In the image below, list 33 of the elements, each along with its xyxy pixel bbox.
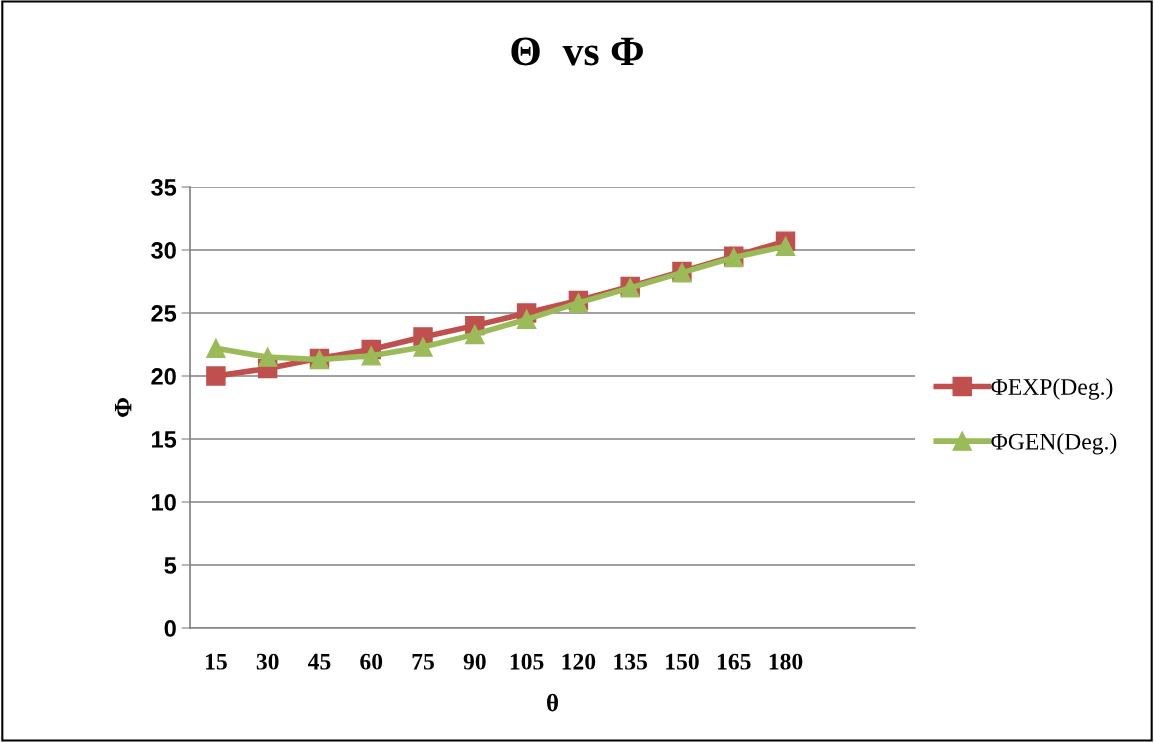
point (206, 338, 226, 359)
x-tick-label: 120 (562, 653, 596, 670)
point (465, 324, 485, 345)
point (257, 347, 278, 367)
x-tick-label: 150 (666, 653, 699, 670)
point (361, 346, 381, 366)
x-tick-label: 45 (307, 653, 331, 670)
y-tick-label: 0 (164, 620, 176, 637)
x-tick-label: 90 (463, 653, 486, 670)
y-tick-label: 20 (151, 368, 176, 385)
x-axis-title: θ (547, 693, 558, 712)
x-tick-label: 135 (614, 653, 648, 670)
legend-label: ΦEXP(Deg.) (991, 378, 1113, 400)
x-tick-label: 15 (205, 653, 227, 670)
x-tick-label: 30 (256, 653, 279, 670)
y-tick-label: 35 (151, 179, 177, 196)
y-tick-label: 15 (152, 431, 177, 448)
x-tick-label: 60 (360, 653, 383, 670)
x-tick-label: 105 (510, 653, 544, 670)
chart-title: Θ vs Φ (511, 37, 643, 66)
point (775, 236, 796, 256)
x-tick-label: 75 (412, 653, 434, 670)
y-axis-title: Φ (114, 398, 132, 417)
x-tick-label: 165 (717, 653, 751, 670)
point (206, 366, 226, 386)
point (413, 337, 433, 357)
x-tick-label: 180 (769, 653, 803, 670)
y-tick-label: 10 (152, 494, 176, 511)
legend-label: ΦGEN(Deg.) (991, 432, 1117, 455)
y-tick-label: 5 (164, 557, 177, 574)
y-tick-label: 25 (151, 305, 177, 322)
point (516, 309, 537, 330)
y-tick-label: 30 (151, 242, 176, 259)
